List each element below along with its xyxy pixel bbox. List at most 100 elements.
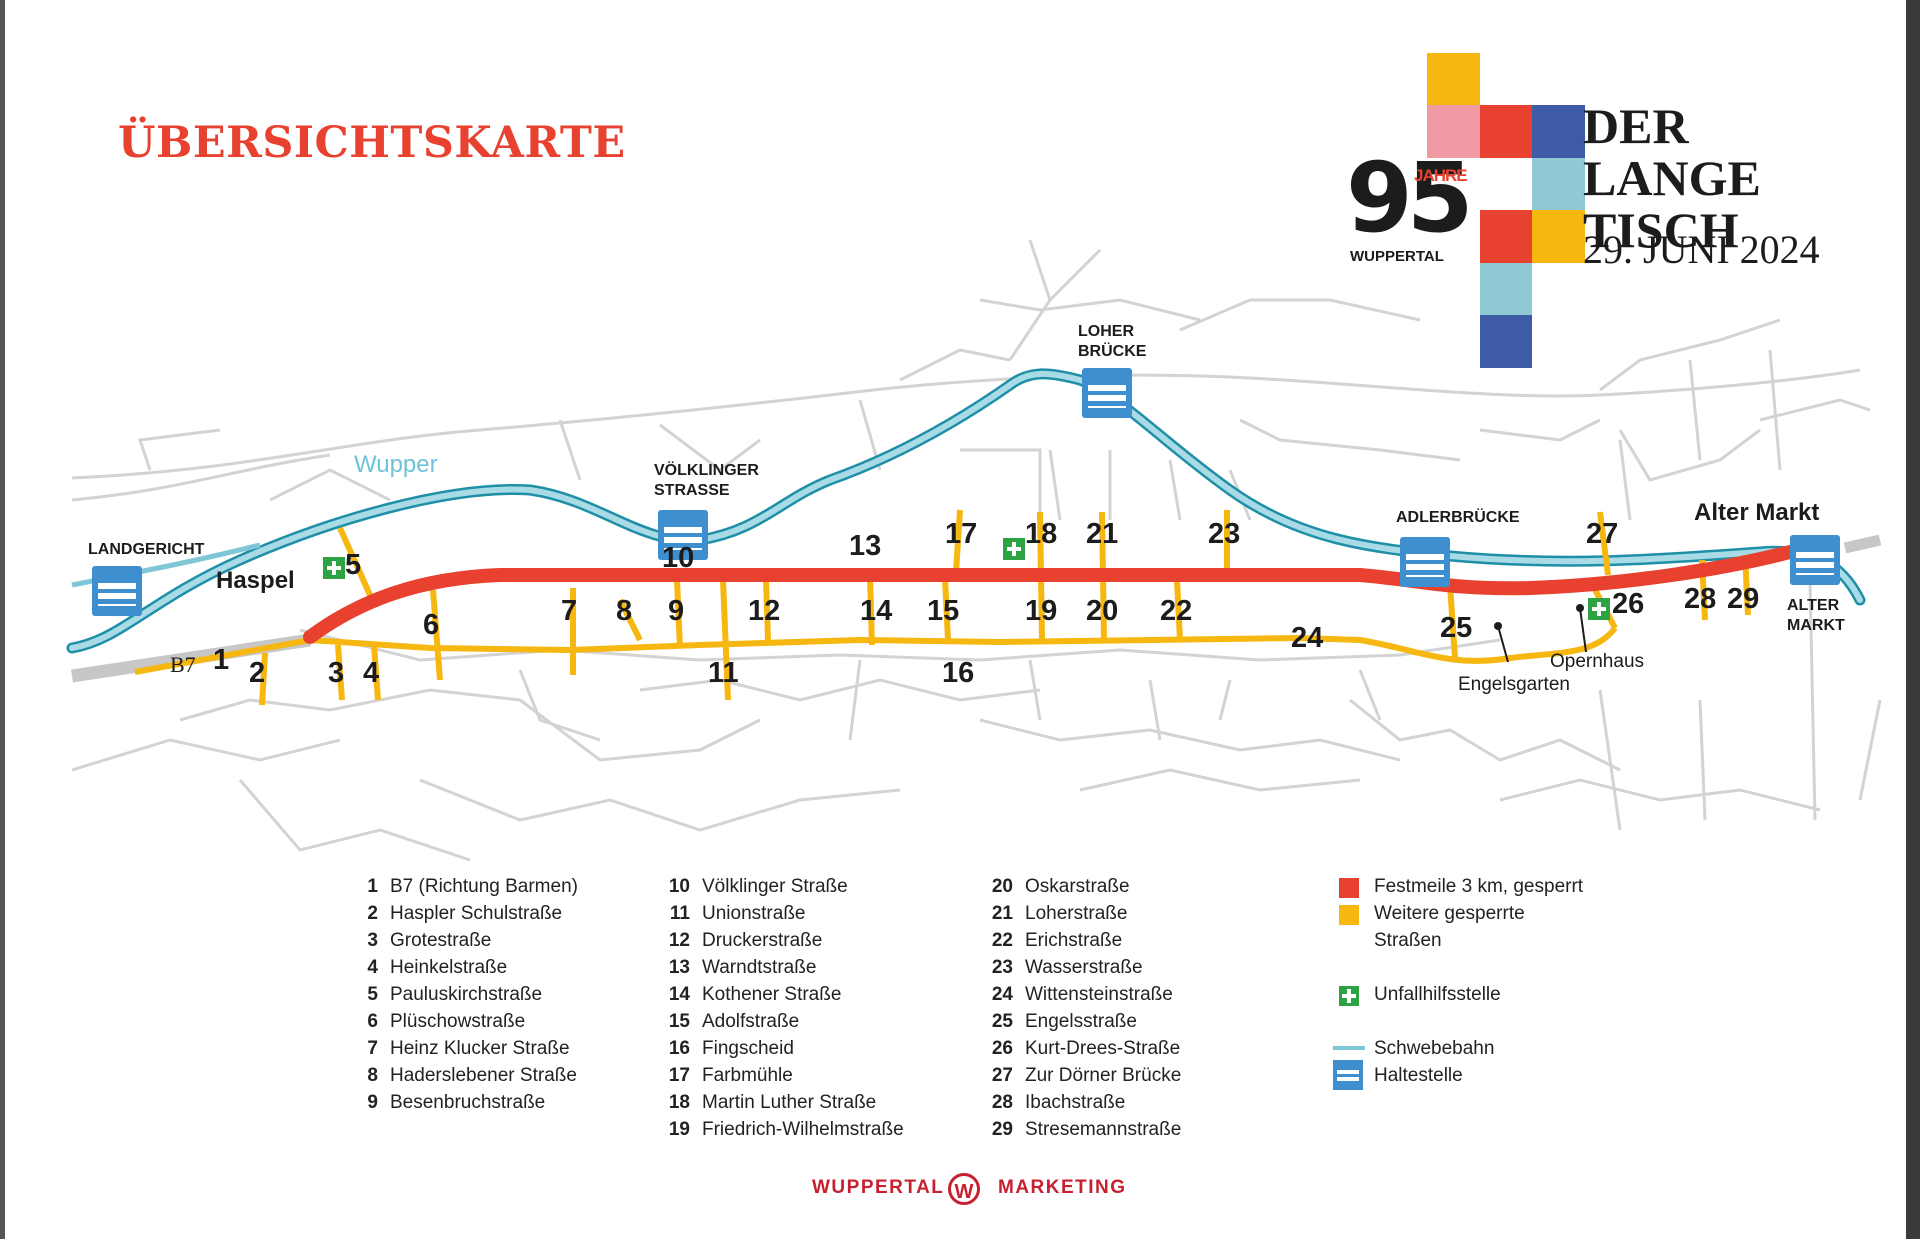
street-list-number: 21 <box>991 903 1013 924</box>
logo-number: 95 <box>1346 142 1474 254</box>
street-list-name: Stresemannstraße <box>1025 1119 1182 1140</box>
street-list-item: 29 Stresemannstraße <box>985 1116 1181 1143</box>
street-number-25: 25 <box>1440 612 1472 644</box>
street-list-name: B7 (Richtung Barmen) <box>390 876 578 897</box>
street-number-15: 15 <box>927 595 959 627</box>
street-list-item: 26 Kurt-Drees-Straße <box>985 1035 1181 1062</box>
street-number-20: 20 <box>1086 595 1118 627</box>
aid-icon-18 <box>1003 538 1025 560</box>
station-icon-loher <box>1082 368 1132 418</box>
street-number-11: 11 <box>708 657 739 689</box>
street-number-labels: 1 2 3 4 5 6 7 8 9 10 11 12 13 14 15 16 1… <box>213 518 1759 689</box>
street-list-item: 14 Kothener Straße <box>662 981 904 1008</box>
closed-key-1: Weitere gesperrte <box>1374 903 1525 924</box>
street-number-7: 7 <box>561 595 577 627</box>
street-number-9: 9 <box>668 595 684 627</box>
street-list-name: Grotestraße <box>390 930 492 951</box>
street-list-name: Unionstraße <box>702 903 806 924</box>
street-list-item: 5 Pauluskirchstraße <box>356 981 578 1008</box>
street-list-number: 15 <box>668 1011 690 1032</box>
street-number-12: 12 <box>748 595 780 627</box>
street-list-name: Druckerstraße <box>702 930 823 951</box>
street-list-number: 12 <box>668 930 690 951</box>
footer-badge: W <box>948 1173 980 1205</box>
logo-line-2: LANGE <box>1583 150 1761 206</box>
haspel-label: Haspel <box>216 567 295 594</box>
street-list-name: Zur Dörner Brücke <box>1025 1065 1182 1086</box>
street-list-number: 27 <box>991 1065 1013 1086</box>
street-number-13: 13 <box>849 530 881 562</box>
station-labels: LANDGERICHT VÖLKLINGER STRASSE LOHER BRÜ… <box>88 323 1845 634</box>
closed-key-2: Straßen <box>1374 930 1442 951</box>
street-list-name: Haspler Schulstraße <box>390 903 563 924</box>
street-list-name: Kurt-Drees-Straße <box>1025 1038 1181 1059</box>
station-label-loher-2: BRÜCKE <box>1078 341 1147 360</box>
street-list-name: Erichstraße <box>1025 930 1123 951</box>
street-list-item: 12 Druckerstraße <box>662 927 904 954</box>
street-list-number: 9 <box>367 1092 378 1113</box>
alter-markt-label: Alter Markt <box>1694 499 1819 526</box>
street-list-name: Wittensteinstraße <box>1025 984 1173 1005</box>
haltestelle-key: Haltestelle <box>1374 1065 1463 1086</box>
street-list-number: 23 <box>991 957 1013 978</box>
street-number-17: 17 <box>945 518 977 550</box>
street-list-number: 25 <box>991 1011 1013 1032</box>
street-list-item: 25 Engelsstraße <box>985 1008 1181 1035</box>
street-list-number: 17 <box>668 1065 690 1086</box>
street-list-name: Besenbruchstraße <box>390 1092 546 1113</box>
street-number-19: 19 <box>1025 595 1057 627</box>
street-list-item: 2 Haspler Schulstraße <box>356 900 578 927</box>
street-number-18: 18 <box>1025 518 1057 550</box>
street-list-name: Ibachstraße <box>1025 1092 1126 1113</box>
street-list-col-3: 20 Oskarstraße 21 Loherstraße 22 Erichstraße 2… <box>985 873 1181 1143</box>
street-list-item: 19 Friedrich-Wilhelmstraße <box>662 1116 904 1143</box>
street-number-22: 22 <box>1160 595 1192 627</box>
street-list-item: 10 Völklinger Straße <box>662 873 904 900</box>
street-list-item: 18 Martin Luther Straße <box>662 1089 904 1116</box>
street-number-2: 2 <box>249 657 265 689</box>
street-list-item: 17 Farbmühle <box>662 1062 904 1089</box>
street-number-6: 6 <box>423 609 439 641</box>
aid-swatch <box>1339 986 1359 1006</box>
logo-line-1: DER <box>1583 98 1689 154</box>
street-list-item: 23 Wasserstraße <box>985 954 1181 981</box>
street-list-col-2: 10 Völklinger Straße 11 Unionstraße 12 Drucke… <box>662 873 904 1143</box>
street-list-number: 20 <box>991 876 1013 897</box>
street-list-name: Pauluskirchstraße <box>390 984 543 1005</box>
street-list-name: Fingscheid <box>702 1038 794 1059</box>
logo-wordmark: DER LANGE TISCH <box>1583 100 1761 256</box>
street-list-item: 8 Haderslebener Straße <box>356 1062 578 1089</box>
street-number-21: 21 <box>1086 518 1118 550</box>
street-list-name: Friedrich-Wilhelmstraße <box>702 1119 904 1140</box>
station-icon-alter-markt <box>1790 535 1840 585</box>
logo-date: 29. JUNI 2024 <box>1583 227 1820 272</box>
haltestelle-swatch <box>1333 1060 1363 1090</box>
street-list-number: 10 <box>668 876 690 897</box>
street-list-number: 14 <box>668 984 690 1005</box>
logo-jahre: JAHRE <box>1414 166 1468 185</box>
street-list-item: 27 Zur Dörner Brücke <box>985 1062 1181 1089</box>
landmark-pointers <box>1497 607 1587 663</box>
aid-key: Unfallhilfsstelle <box>1374 984 1501 1005</box>
footer-left: WUPPERTAL <box>812 1177 945 1198</box>
street-number-24: 24 <box>1291 622 1323 654</box>
street-list-item: 15 Adolfstraße <box>662 1008 904 1035</box>
street-list-number: 3 <box>367 930 378 951</box>
street-list-item: 24 Wittensteinstraße <box>985 981 1181 1008</box>
right-edge <box>1906 0 1920 1239</box>
street-number-1: 1 <box>213 644 229 676</box>
street-list-number: 16 <box>668 1038 690 1059</box>
aid-icons <box>323 538 1610 620</box>
street-list-number: 28 <box>991 1092 1013 1113</box>
page-title: ÜBERSICHTSKARTE <box>118 118 626 168</box>
street-list-name: Adolfstraße <box>702 1011 800 1032</box>
left-edge <box>0 0 5 1239</box>
closed-road-south <box>134 626 1618 675</box>
station-label-voelklinger-1: VÖLKLINGER <box>654 460 759 479</box>
street-list-name: Farbmühle <box>702 1065 793 1086</box>
festmeile-swatch <box>1339 878 1359 898</box>
road-network <box>71 239 1882 862</box>
street-number-26: 26 <box>1612 588 1644 620</box>
street-number-10: 10 <box>662 542 694 574</box>
